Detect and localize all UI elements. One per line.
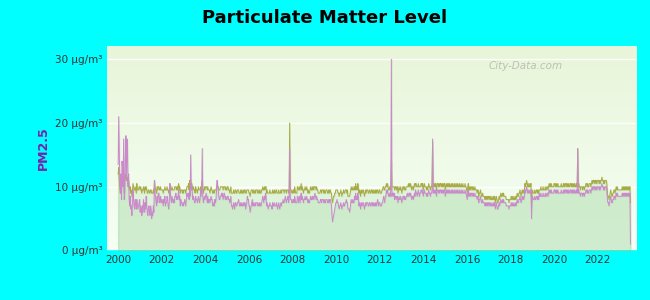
Text: Particulate Matter Level: Particulate Matter Level xyxy=(202,9,448,27)
Y-axis label: PM2.5: PM2.5 xyxy=(36,127,49,170)
Text: City-Data.com: City-Data.com xyxy=(489,61,563,71)
